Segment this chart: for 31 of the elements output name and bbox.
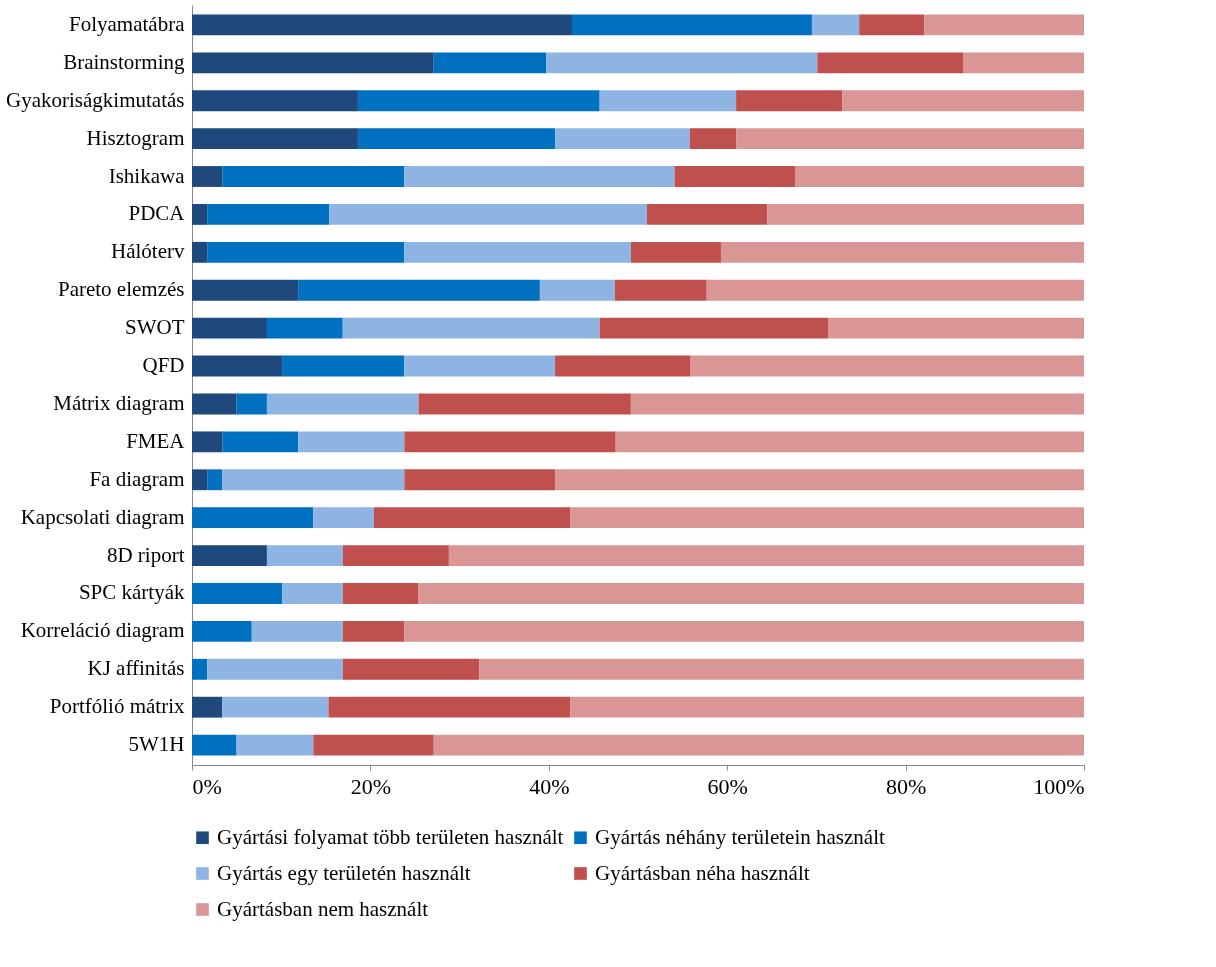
x-tick-label: 100%: [1033, 773, 1085, 799]
y-tick-label: Mátrix diagram: [53, 390, 185, 415]
y-tick-label: SPC kártyák: [78, 580, 185, 605]
y-tick-label: Hálóterv: [111, 239, 185, 264]
y-tick-label: Kapcsolati diagram: [20, 504, 185, 529]
legend-label: Gyártásban nem használt: [217, 896, 429, 921]
legend-label: Gyártás egy területén használt: [217, 860, 471, 885]
y-tick-label: Folyamatábra: [69, 11, 186, 36]
legend-label: Gyártási folyamat több területen használt: [217, 824, 564, 849]
y-tick-label: Korreláció diagram: [20, 618, 185, 643]
y-tick-label: QFD: [142, 353, 185, 378]
x-tick-label: 60%: [707, 773, 748, 799]
y-tick-label: FMEA: [126, 428, 186, 453]
y-tick-label: Hisztogram: [86, 125, 185, 150]
y-tick-label: Pareto elemzés: [57, 277, 185, 302]
y-tick-label: 8D riport: [106, 542, 185, 567]
y-tick-label: KJ affinitás: [87, 656, 185, 681]
y-tick-label: 5W1H: [128, 732, 185, 757]
y-tick-label: Brainstorming: [63, 49, 185, 74]
y-tick-label: SWOT: [125, 315, 185, 340]
y-tick-label: Fa diagram: [89, 466, 185, 491]
y-tick-label: PDCA: [128, 201, 186, 226]
y-tick-label: Gyakoriságkimutatás: [6, 87, 185, 112]
x-tick-label: 0%: [192, 773, 222, 799]
legend-label: Gyártásban néha használt: [595, 860, 810, 885]
y-tick-label: Ishikawa: [108, 163, 186, 188]
x-tick-label: 80%: [885, 773, 927, 799]
x-tick-label: 20%: [350, 773, 392, 799]
x-tick-label: 40%: [529, 773, 570, 799]
legend-label: Gyártás néhány területein használt: [595, 824, 885, 849]
y-tick-label: Portfólió mátrix: [49, 694, 185, 719]
